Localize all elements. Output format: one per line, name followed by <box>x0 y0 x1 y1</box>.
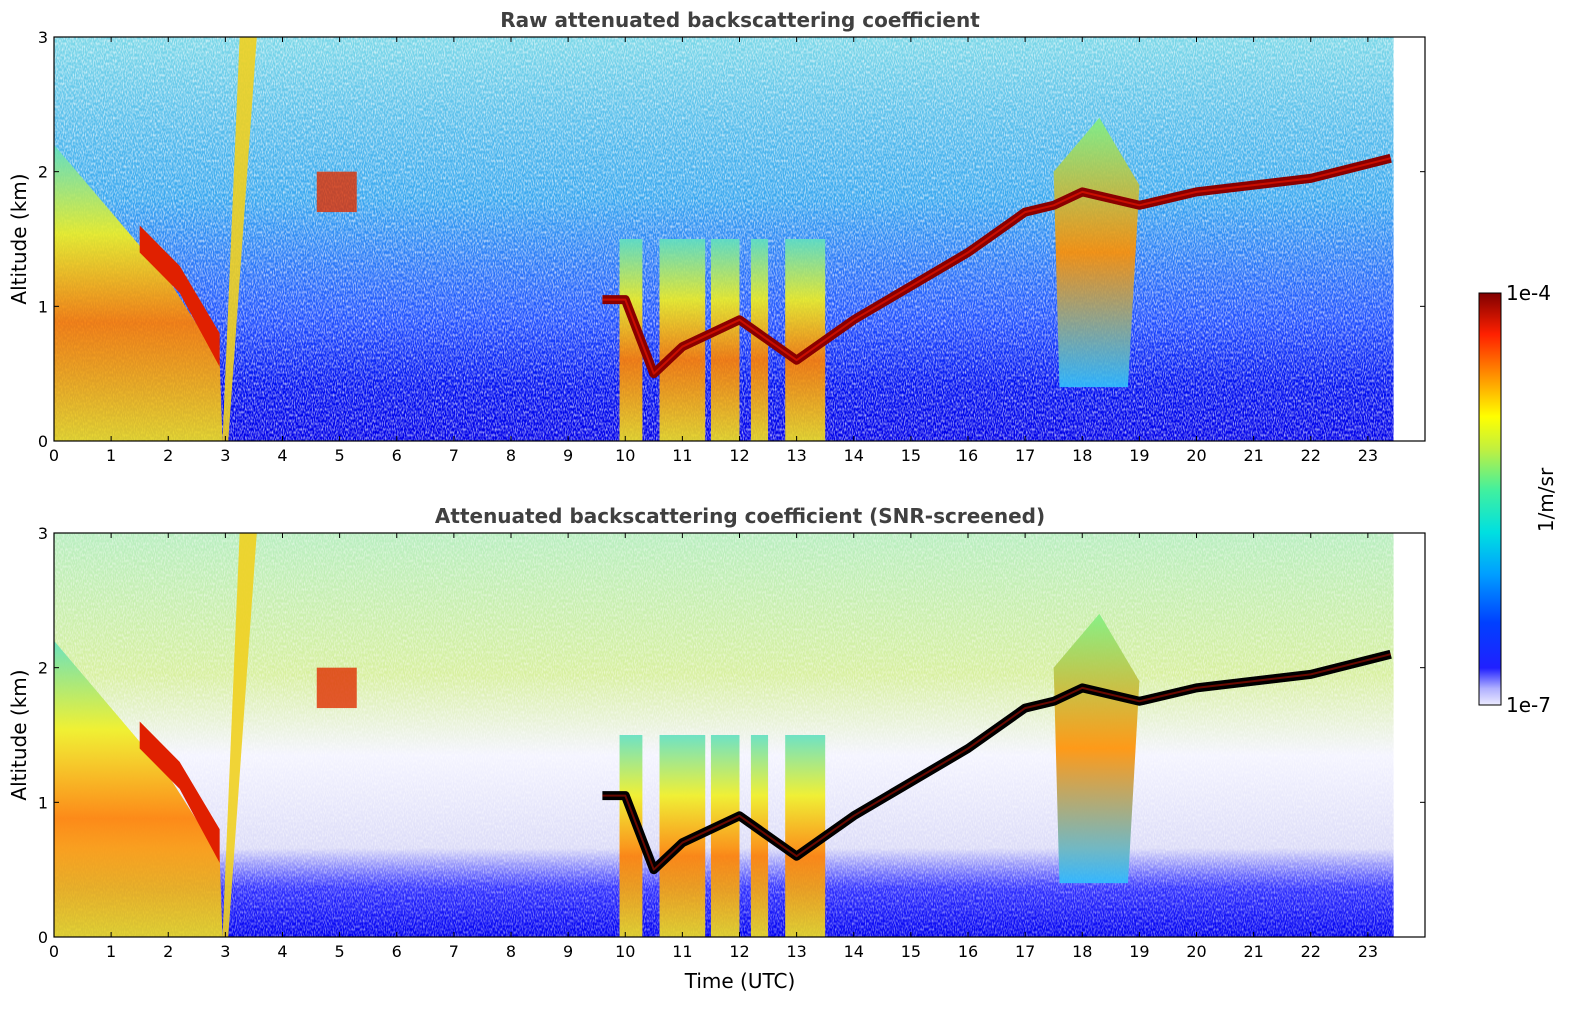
x-tick-label: 19 <box>1129 942 1149 961</box>
y-tick-label: 1 <box>38 297 48 316</box>
cloud-column <box>750 735 769 937</box>
x-tick-label: 0 <box>49 942 59 961</box>
x-tick-label: 0 <box>49 446 59 465</box>
x-tick-label: 20 <box>1186 446 1206 465</box>
x-tick-label: 14 <box>844 942 864 961</box>
snr-screened-panel: Attenuated backscattering coefficient (S… <box>7 504 1426 993</box>
x-tick-label: 17 <box>1015 942 1035 961</box>
boundary-layer-top-edge <box>602 653 1391 871</box>
cloud-column <box>710 239 740 441</box>
snr-screened-heatmap <box>54 533 1394 937</box>
raw-backscatter-panel: Raw attenuated backscattering coefficien… <box>7 8 1426 465</box>
panel2-title: Attenuated backscattering coefficient (S… <box>435 504 1045 528</box>
y-tick-label: 3 <box>38 524 48 543</box>
afternoon-cloud <box>1053 613 1140 884</box>
morning-cloud-core <box>139 225 220 367</box>
x-tick-label: 18 <box>1072 446 1092 465</box>
colorbar: 1e-4 1e-7 1/m/sr <box>1478 281 1558 717</box>
panel2-axes: 0 1 2 3 4 5 6 7 8 9 10 11 12 13 14 15 16 17 18 19 20 21 22 2301… <box>38 524 1426 961</box>
x-tick-label: 4 <box>277 446 287 465</box>
x-tick-label: 22 <box>1301 446 1321 465</box>
elevated-layer-5h <box>316 171 357 213</box>
x-tick-label: 17 <box>1015 446 1035 465</box>
x-tick-label: 14 <box>844 446 864 465</box>
x-tick-label: 10 <box>615 446 635 465</box>
x-tick-label: 9 <box>563 446 573 465</box>
elevated-layer-5h <box>316 667 357 709</box>
x-tick-label: 12 <box>729 942 749 961</box>
y-tick-label: 3 <box>38 28 48 47</box>
panel1-ylabel: Altitude (km) <box>7 173 31 304</box>
colorbar-unit-label: 1/m/sr <box>1534 467 1558 532</box>
boundary-layer-top-edge <box>602 157 1391 375</box>
panel1-title: Raw attenuated backscattering coefficien… <box>500 8 980 32</box>
x-tick-label: 4 <box>277 942 287 961</box>
x-tick-label: 18 <box>1072 942 1092 961</box>
plume-3h <box>222 37 257 441</box>
x-tick-label: 12 <box>729 446 749 465</box>
y-tick-label: 0 <box>38 928 48 947</box>
x-tick-label: 8 <box>506 446 516 465</box>
panel1-axes: 0 1 2 3 4 5 6 7 8 9 10 11 12 13 14 15 16 17 18 19 20 21 22 2301… <box>38 28 1426 465</box>
cloud-column <box>750 239 769 441</box>
morning-cloud <box>54 144 223 441</box>
afternoon-cloud <box>1053 117 1140 388</box>
x-tick-label: 1 <box>106 446 116 465</box>
x-tick-label: 16 <box>958 942 978 961</box>
x-tick-label: 5 <box>335 446 345 465</box>
x-tick-label: 11 <box>672 446 692 465</box>
x-tick-label: 6 <box>392 446 402 465</box>
x-tick-label: 15 <box>901 942 921 961</box>
cloud-column <box>619 239 643 441</box>
x-tick-label: 22 <box>1301 942 1321 961</box>
x-tick-label: 8 <box>506 942 516 961</box>
y-tick-label: 0 <box>38 432 48 451</box>
cloud-column <box>619 735 643 937</box>
panel2-xlabel: Time (UTC) <box>684 969 796 993</box>
cloud-column <box>710 735 740 937</box>
colorbar-gradient <box>1478 292 1502 706</box>
x-tick-label: 20 <box>1186 942 1206 961</box>
x-tick-label: 23 <box>1358 942 1378 961</box>
morning-cloud <box>54 640 223 937</box>
panel2-ylabel: Altitude (km) <box>7 669 31 800</box>
x-tick-label: 7 <box>449 446 459 465</box>
plume-3h <box>222 533 257 937</box>
x-tick-label: 23 <box>1358 446 1378 465</box>
y-tick-label: 2 <box>38 659 48 678</box>
x-tick-label: 2 <box>163 942 173 961</box>
y-tick-label: 1 <box>38 793 48 812</box>
x-tick-label: 21 <box>1243 446 1263 465</box>
x-tick-label: 13 <box>786 942 806 961</box>
x-tick-label: 6 <box>392 942 402 961</box>
x-tick-label: 2 <box>163 446 173 465</box>
x-tick-label: 5 <box>335 942 345 961</box>
x-tick-label: 3 <box>220 942 230 961</box>
x-tick-label: 10 <box>615 942 635 961</box>
colorbar-min-label: 1e-7 <box>1506 693 1551 717</box>
x-tick-label: 7 <box>449 942 459 961</box>
y-tick-label: 2 <box>38 163 48 182</box>
x-tick-label: 19 <box>1129 446 1149 465</box>
x-tick-label: 13 <box>786 446 806 465</box>
x-tick-label: 1 <box>106 942 116 961</box>
colorbar-max-label: 1e-4 <box>1506 281 1551 305</box>
raw-backscatter-heatmap <box>54 37 1394 441</box>
x-tick-label: 11 <box>672 942 692 961</box>
x-tick-label: 21 <box>1243 942 1263 961</box>
morning-cloud-core <box>139 721 220 863</box>
x-tick-label: 15 <box>901 446 921 465</box>
x-tick-label: 3 <box>220 446 230 465</box>
x-tick-label: 16 <box>958 446 978 465</box>
x-tick-label: 9 <box>563 942 573 961</box>
